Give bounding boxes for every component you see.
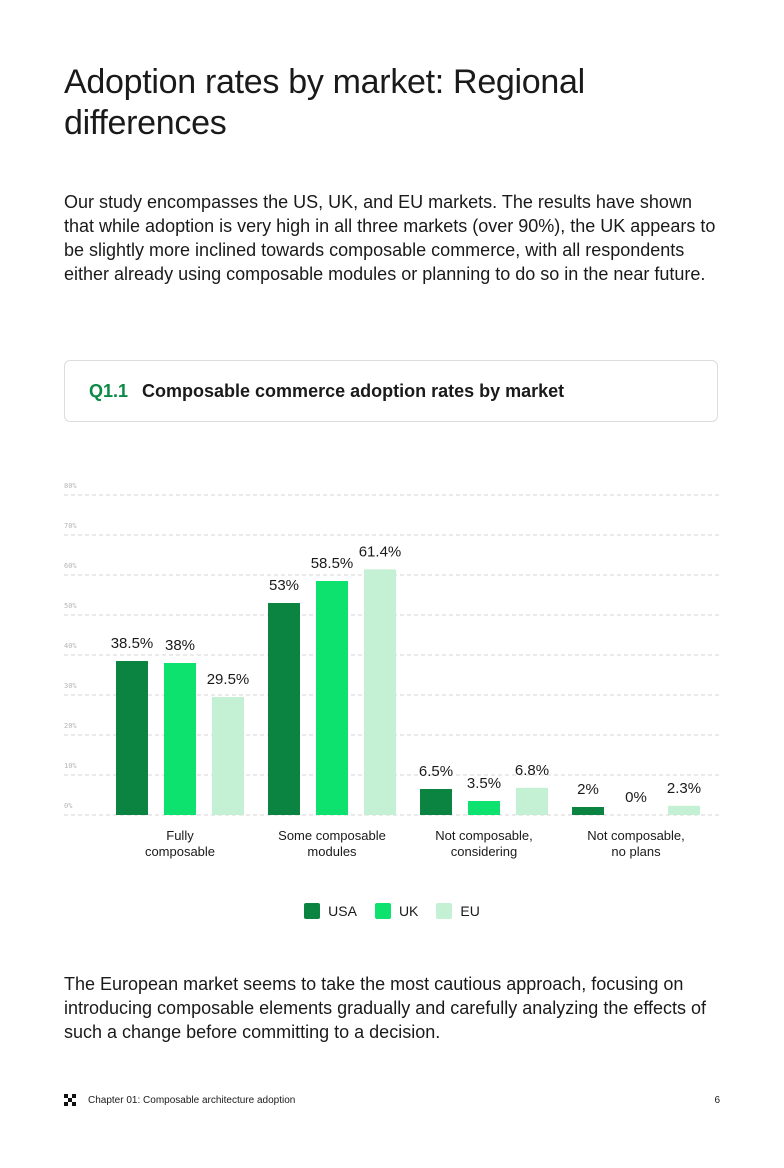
bar-usa bbox=[420, 789, 452, 815]
category-label: Some composable bbox=[278, 828, 386, 843]
y-tick-label: 0% bbox=[64, 802, 73, 810]
legend-label: USA bbox=[328, 903, 357, 919]
bar-eu bbox=[212, 697, 244, 815]
data-label: 29.5% bbox=[207, 671, 250, 688]
category-label: Not composable, bbox=[587, 828, 685, 843]
footer-page-number: 6 bbox=[714, 1094, 720, 1106]
legend-swatch bbox=[436, 903, 453, 919]
footer-chapter: Chapter 01: Composable architecture adop… bbox=[88, 1094, 296, 1106]
category-label: no plans bbox=[611, 844, 661, 859]
category-label: considering bbox=[451, 844, 518, 859]
data-label: 6.8% bbox=[515, 762, 549, 779]
adoption-bar-chart: 0% 10% 20% 30% 40% 50% 60% 70% 80% 38.5% 38% 29.5% F… bbox=[64, 482, 720, 859]
data-label: 3.5% bbox=[467, 775, 501, 792]
legend-label: EU bbox=[460, 903, 480, 919]
y-tick-label: 60% bbox=[64, 562, 77, 570]
data-label: 58.5% bbox=[311, 555, 354, 572]
bar-eu bbox=[364, 569, 396, 815]
bar-uk bbox=[164, 663, 196, 815]
intro-paragraph: Our study encompasses the US, UK, and EU… bbox=[64, 192, 716, 284]
bar-usa bbox=[572, 807, 604, 815]
data-label: 2% bbox=[577, 781, 599, 798]
bar-uk bbox=[316, 581, 348, 815]
y-tick-label: 40% bbox=[64, 642, 77, 650]
y-tick-label: 10% bbox=[64, 762, 77, 770]
page-title: Adoption rates by market: Regional diffe… bbox=[64, 63, 585, 142]
data-label: 2.3% bbox=[667, 780, 701, 797]
question-card: Q1.1 Composable commerce adoption rates … bbox=[64, 360, 718, 422]
bar-usa bbox=[116, 661, 148, 815]
category-label: Fully bbox=[166, 828, 194, 843]
y-tick-label: 70% bbox=[64, 522, 77, 530]
footer: Chapter 01: Composable architecture adop… bbox=[64, 1094, 720, 1106]
legend-item-uk: UK bbox=[374, 903, 419, 919]
data-label: 6.5% bbox=[419, 763, 453, 780]
category-label: modules bbox=[307, 844, 357, 859]
legend-label: UK bbox=[398, 903, 419, 919]
bar-eu bbox=[516, 787, 548, 815]
legend-swatch bbox=[374, 903, 391, 919]
bar-uk bbox=[468, 801, 500, 815]
question-title: Composable commerce adoption rates by ma… bbox=[142, 380, 565, 401]
question-number: Q1.1 bbox=[89, 380, 129, 401]
chart-legend: USA UK EU bbox=[0, 903, 784, 919]
y-tick-label: 80% bbox=[64, 482, 77, 490]
category-label: composable bbox=[145, 844, 215, 859]
data-label: 0% bbox=[625, 789, 647, 806]
data-label: 61.4% bbox=[359, 543, 402, 560]
data-label: 38.5% bbox=[111, 635, 154, 652]
bar-usa bbox=[268, 603, 300, 815]
y-tick-label: 20% bbox=[64, 722, 77, 730]
y-tick-label: 50% bbox=[64, 602, 77, 610]
grid-x-logo-icon bbox=[64, 1094, 76, 1106]
data-label: 53% bbox=[269, 577, 299, 594]
outro-paragraph: The European market seems to take the mo… bbox=[64, 974, 707, 1042]
y-tick-label: 30% bbox=[64, 682, 77, 690]
data-label: 38% bbox=[165, 637, 195, 654]
legend-swatch bbox=[304, 903, 321, 919]
category-label: Not composable, bbox=[435, 828, 533, 843]
bar-eu bbox=[668, 805, 700, 815]
legend-item-usa: USA bbox=[304, 903, 357, 919]
legend-item-eu: EU bbox=[436, 903, 480, 919]
